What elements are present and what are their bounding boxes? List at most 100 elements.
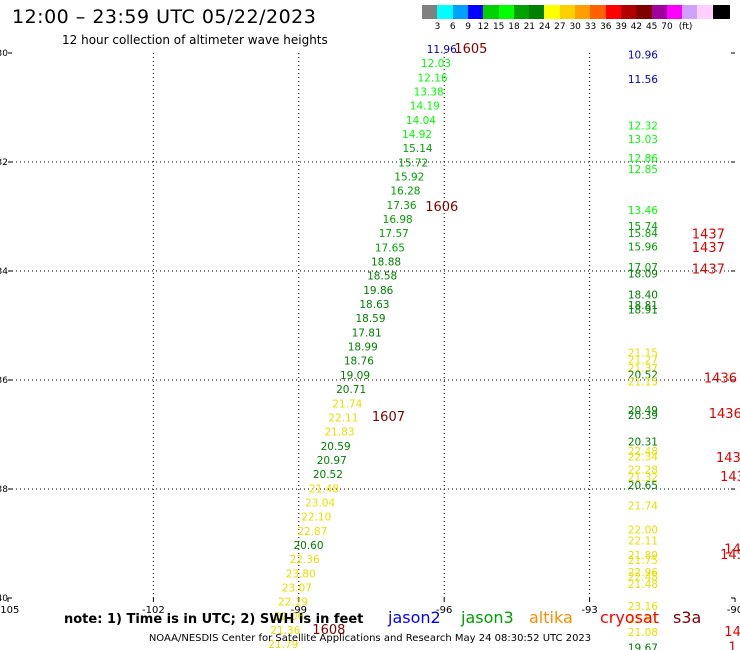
wave-height-value: 15.92 — [394, 172, 424, 184]
color-scale-unit: (ft) — [678, 22, 693, 32]
wave-height-value: 14.92 — [402, 129, 432, 141]
wave-height-value: 17.81 — [352, 327, 382, 339]
y-tick-label: -36 — [0, 376, 8, 386]
pass-time-label: 1437 — [692, 227, 725, 242]
pass-time-label: 1608 — [312, 623, 345, 638]
wave-height-value: 19.67 — [628, 642, 658, 650]
color-swatch — [575, 5, 592, 19]
x-tick-label: -90 — [727, 605, 740, 616]
wave-height-value: 11.96 — [427, 44, 457, 56]
pass-time-label: 14 — [724, 542, 740, 557]
pass-time-label: 1606 — [425, 200, 458, 215]
color-swatch — [712, 5, 730, 19]
wave-height-value: 12.32 — [628, 120, 658, 132]
pass-time-label: 1436 — [704, 372, 737, 387]
wave-height-value: 18.81 — [628, 300, 658, 312]
x-tick-label: -105 — [0, 605, 19, 616]
wave-height-value: 13.03 — [628, 134, 658, 146]
wave-height-value: 10.96 — [628, 49, 658, 61]
color-swatch — [467, 5, 485, 19]
wave-height-value: 14.04 — [406, 115, 436, 127]
wave-height-value: 23.80 — [286, 568, 316, 580]
color-swatch — [590, 5, 608, 19]
wave-height-value: 23.16 — [628, 601, 658, 613]
color-scale-label: 70 — [661, 22, 673, 32]
color-swatch — [544, 5, 562, 19]
wave-height-value: 21.83 — [324, 427, 354, 439]
color-scale-label: 24 — [538, 22, 551, 32]
wave-height-value: 21.27 — [628, 355, 658, 367]
pass-time-label: 1607 — [372, 410, 405, 425]
color-scale-label: 27 — [554, 22, 566, 32]
wave-height-value: 12.86 — [628, 153, 658, 165]
units-note: note: 1) Time is in UTC; 2) SWH is in fe… — [64, 612, 364, 627]
wave-height-value: 21.91 — [628, 614, 658, 626]
legend-s3a: s3a — [673, 608, 702, 627]
wave-height-value: 18.88 — [371, 257, 401, 269]
wave-height-value: 21.48 — [628, 579, 658, 591]
wave-height-value: 21.75 — [628, 555, 658, 567]
pass-time-label: 1437 — [692, 263, 725, 278]
color-scale-label: 15 — [492, 22, 505, 32]
color-swatch — [559, 5, 577, 19]
wave-height-value: 17.36 — [387, 200, 417, 212]
wave-height-value: 15.72 — [398, 157, 428, 169]
wave-height-value: 22.48 — [628, 446, 658, 458]
pass-time-label: 143 — [720, 470, 740, 485]
wave-height-value: 18.09 — [628, 269, 658, 281]
color-scale-label: 45 — [645, 22, 658, 32]
wave-height-value: 16.28 — [390, 186, 420, 198]
page-subtitle: 12 hour collection of altimeter wave hei… — [62, 33, 328, 47]
y-tick-label: -32 — [0, 158, 8, 168]
wave-height-value: 20.39 — [628, 410, 658, 422]
pass-time-label: 1436 — [716, 451, 740, 466]
color-scale-label: 33 — [584, 22, 597, 32]
wave-height-value: 13.38 — [414, 87, 444, 99]
wave-height-value: 21.79 — [268, 639, 298, 650]
y-tick-label: -34 — [0, 267, 8, 277]
wave-height-value: 22.10 — [301, 512, 331, 524]
wave-height-value: 20.59 — [321, 441, 351, 453]
color-swatch — [422, 5, 439, 19]
color-scale-label: 30 — [569, 22, 581, 32]
wave-height-value: 15.74 — [628, 221, 658, 233]
wave-height-value: 22.11 — [628, 536, 658, 548]
wave-height-value: 18.59 — [355, 313, 385, 325]
wave-height-value: 22.36 — [290, 554, 320, 566]
color-scale-label: 9 — [465, 22, 471, 32]
wave-height-value: 22.87 — [297, 526, 327, 538]
color-swatch — [682, 5, 700, 19]
wave-height-value: 21.32 — [628, 472, 658, 484]
wave-height-value: 18.91 — [628, 305, 658, 317]
wave-height-value: 18.76 — [344, 356, 374, 368]
wave-height-value: 16.98 — [383, 214, 413, 226]
color-scale-label: 6 — [449, 22, 456, 32]
footer-credit: NOAA/NESDIS Center for Satellite Applica… — [148, 633, 592, 644]
legend-jason2: jason2 — [388, 608, 441, 627]
wave-height-value: 23.04 — [305, 497, 335, 509]
wave-height-value: 22.11 — [328, 412, 358, 424]
pass-time-label: 1436 — [709, 407, 740, 422]
wave-height-value: 22.34 — [628, 452, 658, 464]
wave-height-value: 22.06 — [274, 611, 304, 623]
color-scale-label: 12 — [477, 22, 490, 32]
color-scale-label: 36 — [600, 22, 612, 32]
wave-height-value: 21.89 — [628, 550, 658, 562]
wave-height-value: 21.74 — [332, 398, 362, 410]
wave-height-value: 17.07 — [628, 262, 658, 274]
wave-height-value: 20.97 — [317, 455, 347, 467]
wave-height-value: 17.65 — [375, 242, 405, 254]
x-tick-label: -96 — [436, 605, 452, 616]
pass-time-label: 143 — [720, 548, 740, 563]
wave-height-value: 18.63 — [359, 299, 389, 311]
y-tick-label: -38 — [0, 485, 8, 495]
wave-height-value: 20.52 — [313, 469, 343, 481]
wave-height-value: 12.85 — [628, 164, 658, 176]
wave-height-value: 11.56 — [628, 74, 658, 86]
wave-height-value: 12.03 — [421, 58, 451, 70]
wave-height-value: 12.16 — [418, 72, 448, 84]
x-tick-label: -93 — [581, 605, 597, 616]
pass-time-label: 14 — [724, 625, 740, 640]
color-swatch — [666, 5, 684, 19]
color-swatch — [437, 5, 455, 19]
